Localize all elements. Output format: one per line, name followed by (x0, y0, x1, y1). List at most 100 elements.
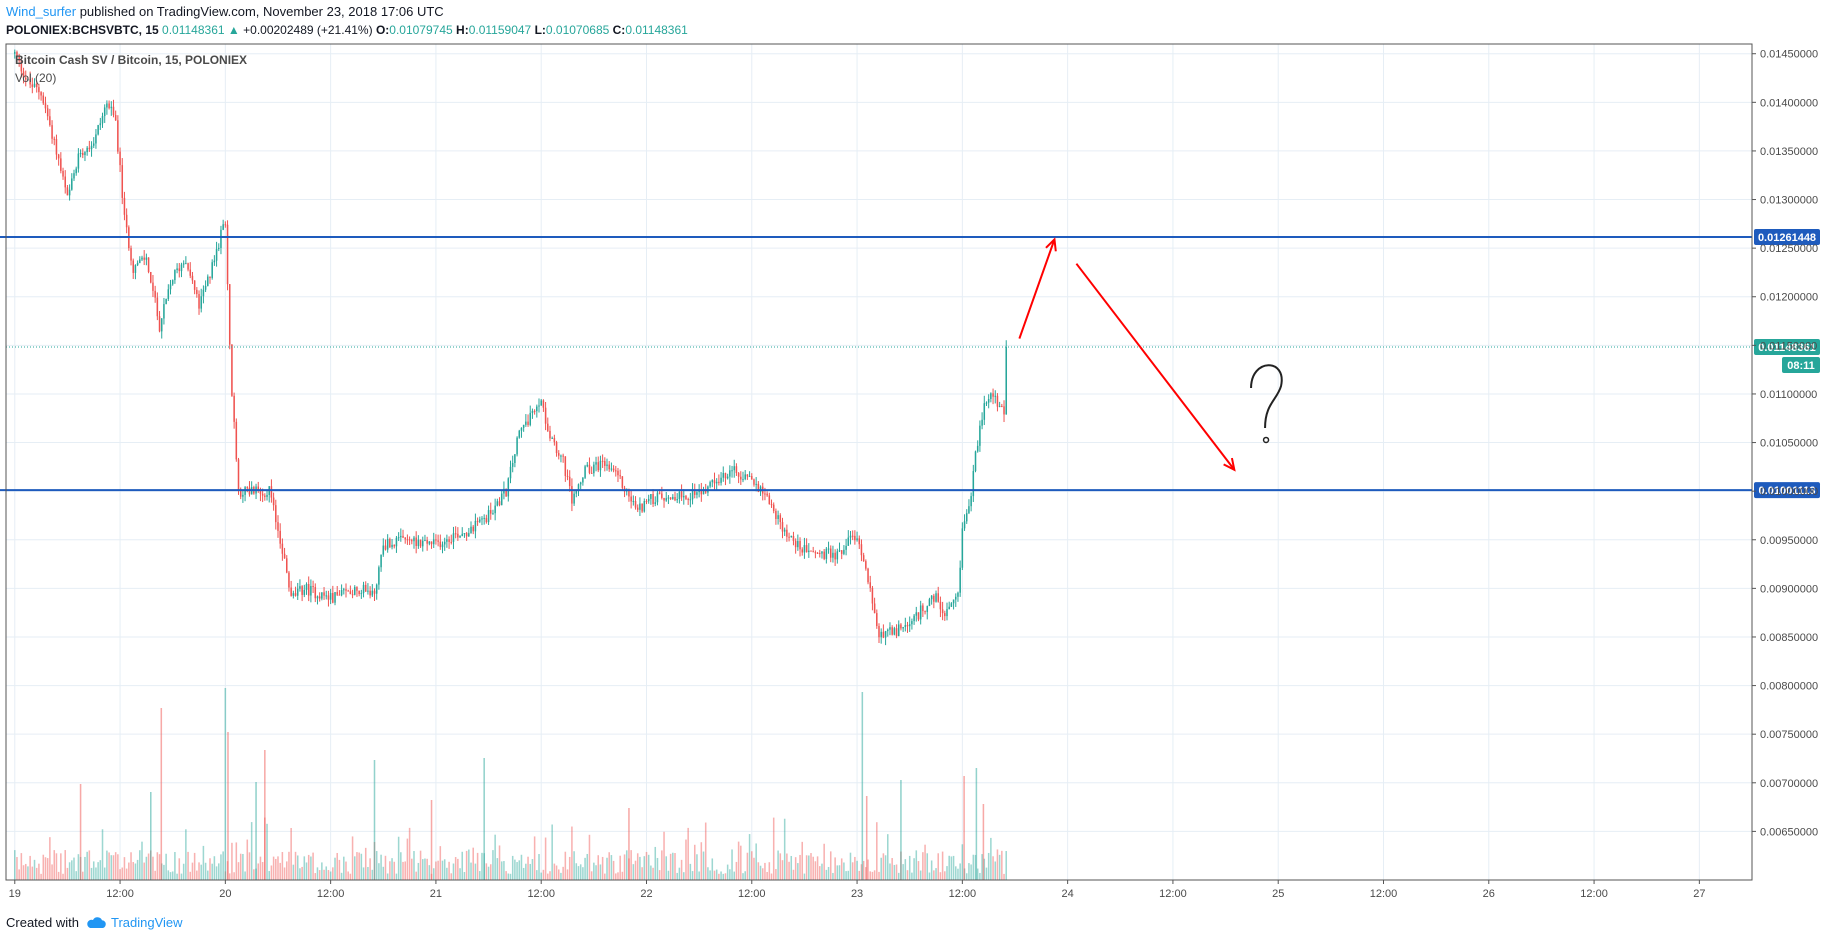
volume-bar (709, 870, 711, 880)
candle-body (303, 589, 306, 595)
candle-body (314, 587, 317, 599)
candle-body (46, 108, 49, 117)
tradingview-cloud-icon (87, 916, 106, 928)
volume-bar (514, 859, 516, 880)
volume-bar (266, 823, 268, 880)
candle-body (336, 592, 338, 595)
horizontal-levels[interactable]: 0.01261448 0.01001113 0.01148361 08:11 (0, 229, 1820, 499)
candle-body (777, 515, 779, 520)
tradingview-link[interactable]: TradingView (85, 915, 183, 930)
candle-body (908, 624, 911, 627)
annotation-arrow (1075, 263, 1236, 471)
candle-body (152, 282, 154, 291)
candle-body (441, 544, 444, 548)
plot-frame (5, 43, 1753, 881)
volume-bar (165, 853, 167, 880)
volume-bar (182, 863, 185, 880)
x-tick-label: 12:00 (949, 888, 977, 900)
candle-body (974, 451, 977, 472)
candle-body (380, 554, 382, 568)
volume-bar (196, 870, 198, 880)
volume-bar (22, 865, 25, 880)
candle-body (586, 464, 589, 467)
candle-body (430, 541, 433, 545)
candle-body (209, 276, 211, 278)
volume-bar (823, 843, 825, 880)
candle-body (257, 486, 260, 490)
candle-body (391, 544, 393, 548)
annotations[interactable] (1018, 237, 1283, 472)
volume-bar (358, 852, 360, 880)
candle-body (452, 533, 455, 542)
candle-body (900, 624, 902, 629)
candle-body (742, 479, 744, 481)
volume-bar (623, 854, 626, 880)
volume-bar (937, 853, 939, 880)
volume-bar (851, 862, 854, 880)
candle-body (426, 539, 428, 544)
candle-body (474, 520, 477, 532)
volume-bar (777, 850, 779, 880)
annotation-arrow (1018, 239, 1056, 339)
volume-spike (255, 782, 257, 880)
author-link[interactable]: Wind_surfer (6, 4, 77, 19)
candle-body (801, 549, 803, 553)
candle-body (597, 462, 600, 471)
candle-body (483, 517, 485, 519)
candle-body (599, 460, 602, 471)
volume-bar (244, 871, 246, 880)
volume-bar (575, 863, 578, 880)
volume-bar (415, 871, 417, 880)
candle-body (755, 483, 757, 485)
candle-body (213, 260, 216, 263)
low-label: L: (534, 23, 546, 37)
volume-bar (268, 871, 270, 880)
volume-bar (862, 860, 865, 880)
volume-bar (421, 859, 424, 880)
candle-body (20, 60, 23, 72)
volume-bar (468, 849, 470, 880)
volume-bar (917, 861, 920, 880)
grid (6, 44, 1752, 880)
candle-body (217, 247, 220, 250)
volume-bar (450, 873, 453, 880)
volume-bar (340, 872, 343, 880)
volume-bar (130, 852, 132, 880)
candle-body (647, 498, 650, 502)
volume-bar (437, 860, 439, 880)
candle-body (171, 280, 174, 285)
last-price-value: 0.01148361 (162, 23, 225, 37)
volume-bar (522, 867, 525, 880)
candle-body (180, 264, 183, 272)
candle-body (849, 535, 852, 538)
volume-bar (816, 856, 819, 880)
candle-body (538, 405, 540, 407)
candle-body (862, 555, 865, 562)
candle-body (968, 506, 970, 514)
candle-body (606, 464, 608, 466)
volume-bar (702, 851, 705, 880)
candle-body (500, 493, 503, 506)
volume-spike (373, 760, 376, 880)
x-tick-label: 12:00 (1370, 888, 1398, 900)
candle-body (378, 567, 380, 585)
volume-bar (321, 862, 323, 880)
y-tick-label: 0.01100000 (1760, 389, 1817, 401)
volume-bar (378, 863, 380, 880)
volume-bar (549, 871, 551, 880)
volume-bar (560, 872, 562, 880)
volume-bar (397, 836, 400, 880)
volume-bar (125, 868, 128, 880)
volume-bar (698, 871, 700, 880)
y-tick-label: 0.00700000 (1760, 778, 1818, 790)
tradingview-label: TradingView (110, 915, 183, 930)
countdown-tag (1782, 356, 1820, 373)
volume-bar (678, 867, 681, 880)
candle-body (976, 445, 979, 452)
candle-body (529, 412, 532, 425)
candle-body (18, 56, 20, 61)
volume-bar (121, 867, 124, 880)
candle-body (92, 143, 95, 146)
candle-body (821, 551, 823, 554)
